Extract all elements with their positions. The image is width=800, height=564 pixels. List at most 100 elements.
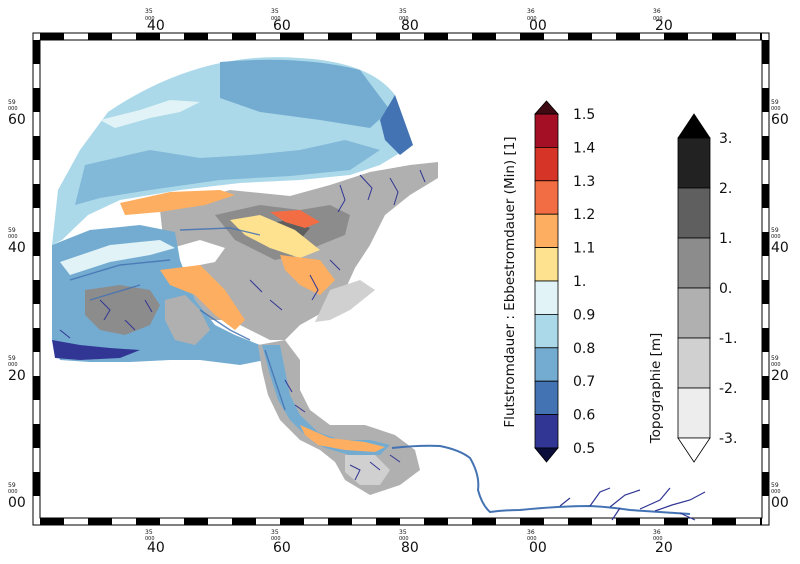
topo-colorbar-box: [677, 187, 711, 239]
x-tick-small-label: 000: [399, 16, 409, 22]
x-tick-small-label: 36: [653, 8, 661, 15]
x-tick-small-label: 35: [399, 529, 407, 536]
y-tick-small-label: 000: [8, 234, 18, 240]
sea-area-mid: [75, 140, 380, 205]
frame-checker-segment: [568, 33, 592, 40]
topo-colorbar-box: [677, 337, 711, 389]
y-tick-label-right: 60: [771, 112, 789, 128]
frame-checker-segment: [40, 33, 64, 40]
topo-colorbar-label: 0.: [719, 281, 732, 297]
topo-colorbar-label: 2.: [719, 181, 732, 197]
ratio-colorbar-box: [534, 380, 559, 416]
ratio-colorbar-over-triangle: [534, 100, 559, 115]
river-channel-water: [262, 345, 390, 455]
x-tick-label-bottom: 60: [273, 540, 291, 556]
topo-colorbar-over-triangle: [677, 113, 711, 139]
y-tick-small-label: 000: [771, 489, 781, 495]
ratio-colorbar-box: [534, 180, 559, 215]
topo-colorbar-box: [677, 237, 711, 289]
river-channel-grey: [258, 340, 420, 495]
flood-dominant-band-5: [280, 255, 335, 295]
frame-checker-segment: [136, 518, 160, 525]
ratio-colorbar-box: [534, 347, 559, 382]
upstream-tributaries: [559, 487, 706, 521]
frame-checker-segment: [232, 33, 256, 40]
y-tick-label-left: 60: [8, 112, 26, 128]
frame-checker-segment: [760, 33, 762, 40]
left-channel-deep: [52, 340, 140, 360]
y-tick-label-right: 40: [771, 240, 789, 256]
ratio-colorbar-box: [534, 113, 559, 148]
x-tick-small-label: 36: [527, 8, 535, 15]
ratio-colorbar-title: Flutstromdauer : Ebbestromdauer (Min) [1…: [502, 136, 518, 427]
frame-checker-segment: [568, 518, 592, 525]
tidal-creeks: [59, 169, 426, 481]
ratio-colorbar-label: 0.8: [573, 341, 595, 357]
frame-checker-segment: [33, 232, 40, 256]
flood-dominant-band-2: [230, 215, 320, 258]
x-tick-small-label: 35: [271, 529, 279, 536]
topo-colorbar-label: -1.: [719, 331, 737, 347]
topo-colorbar-label: 1.: [719, 231, 732, 247]
ratio-colorbar-label: 0.9: [573, 307, 595, 323]
frame-checker-segment: [280, 518, 304, 525]
x-tick-label-top: 20: [655, 18, 673, 34]
frame-checker-segment: [33, 472, 40, 496]
topography-colorbar: 3. 2. 1. 0. -1. -2. -3. Topographie [m]: [648, 113, 737, 463]
frame-checker-segment: [762, 328, 769, 352]
ratio-colorbar-box: [534, 313, 559, 349]
y-tick-small-label: 59: [771, 482, 779, 489]
y-tick-label-right: 20: [771, 368, 789, 384]
flood-dominant-band-3: [270, 210, 320, 228]
y-tick-label-right: 00: [771, 495, 789, 511]
left-channel-light: [60, 240, 175, 275]
ratio-colorbar-label: 0.6: [573, 408, 595, 424]
ratio-colorbar-label: 0.5: [573, 441, 595, 457]
sea-area-deep: [220, 59, 390, 128]
x-tick-small-label: 35: [271, 8, 279, 15]
frame-checker-segment: [664, 33, 688, 40]
frame-checker-segment: [40, 518, 64, 525]
x-tick-small-label: 35: [145, 529, 153, 536]
x-tick-small-label: 000: [527, 536, 537, 542]
frame-checker-segment: [472, 33, 496, 40]
x-tick-small-label: 000: [653, 16, 663, 22]
coordinate-tick-labels: 3500040350004035000603500060350008035000…: [8, 8, 789, 556]
ratio-colorbar-label: 1.4: [573, 140, 595, 156]
frame-checker-segment: [712, 518, 736, 525]
y-tick-label-left: 20: [8, 368, 26, 384]
ratio-colorbar-box: [534, 247, 559, 282]
frame-checker-segment: [88, 33, 112, 40]
frame-checker-segment: [184, 518, 208, 525]
frame-checker-segment: [424, 33, 448, 40]
x-tick-small-label: 000: [271, 16, 281, 22]
frame-checker-segment: [33, 88, 40, 112]
ratio-colorbar-box: [534, 280, 559, 315]
frame-checker-segment: [472, 518, 496, 525]
y-tick-small-label: 59: [8, 355, 16, 362]
ratio-colorbar-label: 1.5: [573, 107, 595, 123]
x-tick-small-label: 36: [527, 529, 535, 536]
x-tick-label-top: 00: [529, 18, 547, 34]
frame-checker-segment: [33, 280, 40, 304]
x-tick-small-label: 000: [653, 536, 663, 542]
x-tick-small-label: 35: [399, 8, 407, 15]
x-tick-label-top: 60: [273, 18, 291, 34]
x-tick-label-top: 40: [147, 18, 165, 34]
frame-checker-segment: [762, 40, 769, 64]
ratio-colorbar-box: [534, 213, 559, 248]
flood-dominant-band: [120, 190, 235, 215]
ratio-colorbar: 1.5 1.4 1.3 1.2 1.1 1. 0.9 0.8 0.7 0.6 0.5 Flutstr…: [502, 100, 595, 463]
x-tick-small-label: 000: [145, 16, 155, 22]
frame-checker-segment: [762, 184, 769, 208]
ratio-colorbar-label: 1.3: [573, 174, 595, 190]
ratio-colorbar-box: [534, 414, 559, 449]
topo-colorbar-label: -3.: [719, 431, 737, 447]
topo-colorbar-label: -2.: [719, 381, 737, 397]
channel-streaks: [69, 227, 286, 411]
frame-checker-segment: [762, 136, 769, 160]
topo-colorbar-label: 3.: [719, 131, 732, 147]
x-tick-label-bottom: 20: [655, 540, 673, 556]
